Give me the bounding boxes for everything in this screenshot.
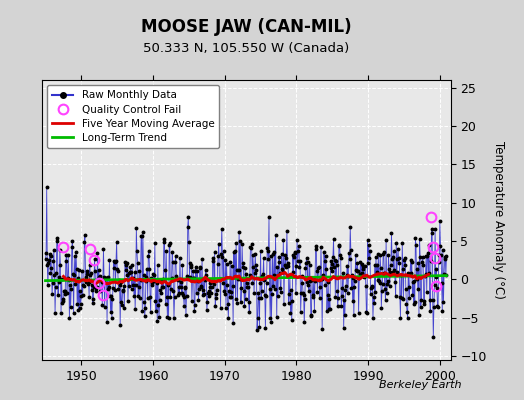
- Text: Berkeley Earth: Berkeley Earth: [379, 380, 461, 390]
- Y-axis label: Temperature Anomaly (°C): Temperature Anomaly (°C): [492, 141, 505, 299]
- Text: MOOSE JAW (CAN-MIL): MOOSE JAW (CAN-MIL): [141, 18, 352, 36]
- Legend: Raw Monthly Data, Quality Control Fail, Five Year Moving Average, Long-Term Tren: Raw Monthly Data, Quality Control Fail, …: [47, 85, 220, 148]
- Text: 50.333 N, 105.550 W (Canada): 50.333 N, 105.550 W (Canada): [143, 42, 350, 55]
